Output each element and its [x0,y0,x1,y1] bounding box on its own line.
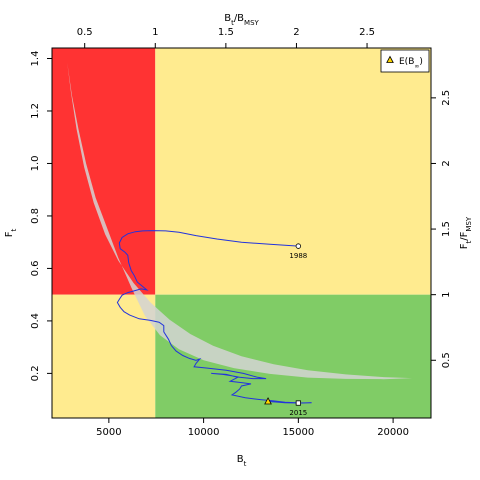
top-axis-title: Bt/BMSY [224,13,259,27]
axis-bottom: 5000 10000 15000 20000 [96,418,409,438]
axis-title-subscript: t [244,460,247,468]
right-tick-label: 1.5 [441,221,452,237]
quadrant-yellow-top [155,48,431,295]
right-tick-label: 1 [441,291,452,297]
right-tick-label: 0.5 [441,352,452,368]
y-tick-label: 1.0 [30,156,41,172]
axis-title-part: /F [459,231,470,240]
legend: E(B∞) [380,49,430,73]
top-tick-label: 1.5 [218,27,234,38]
top-tick-label: 1 [152,27,158,38]
legend-triangle-icon [386,55,394,63]
x-tick-label: 15000 [282,427,314,438]
y-tick-label: 0.4 [30,313,41,329]
right-axis-title: Ft/FMSY [459,216,473,249]
top-tick-label: 2.5 [359,27,375,38]
year-label: 1988 [289,252,307,260]
legend-label-subscript: ∞ [414,63,419,70]
y-tick-label: 1.4 [30,51,41,67]
axis-title-subscript: MSY [244,19,259,27]
x-axis-title: Bt [237,454,247,468]
expected-equilibrium-marker [264,397,272,405]
top-tick-label: 0.5 [77,27,93,38]
y-tick-label: 0.2 [30,365,41,381]
end-point [295,400,301,406]
trajectory-group [116,230,312,406]
axis-top: 0.5 1 1.5 2 2.5 [77,27,375,48]
legend-label-part: E(B [399,57,414,67]
axis-title-part: B [237,454,244,465]
axis-title-part: F [459,243,470,249]
top-tick-label: 2 [293,27,299,38]
axis-title-subscript: MSY [465,216,473,231]
x-tick-label: 5000 [96,427,121,438]
y-tick-label: 0.6 [30,260,41,276]
quadrant-red [52,48,156,295]
chart-labels: 1988 2015 [289,252,307,417]
start-point [295,243,302,249]
legend-box [380,49,430,73]
axis-left: 0.2 0.4 0.6 0.8 1.0 1.2 1.4 [30,51,52,381]
y-tick-label: 0.8 [30,208,41,224]
axis-title-subscript: t [231,19,234,27]
plot-frame [51,47,432,419]
trajectory-line [116,230,312,404]
axis-title-subscript: t [465,240,473,243]
axis-title-subscript: t [10,228,18,231]
y-tick-label: 1.2 [30,103,41,119]
axis-title-part: B [224,13,231,24]
y-axis-title: Ft [4,228,18,237]
x-tick-label: 20000 [377,427,409,438]
legend-label-part: ) [419,57,423,67]
right-tick-label: 2 [441,160,452,166]
x-tick-label: 10000 [188,427,220,438]
axis-title-part: F [4,231,15,237]
axis-right: 0.5 1 1.5 2 2.5 [431,90,452,368]
year-label: 2015 [289,409,307,417]
plot-area [52,48,431,418]
legend-label: E(B∞) [399,57,423,70]
quadrant-yellow-bottom [52,294,156,418]
right-tick-label: 2.5 [441,90,452,106]
axis-title-part: /B [234,13,244,24]
